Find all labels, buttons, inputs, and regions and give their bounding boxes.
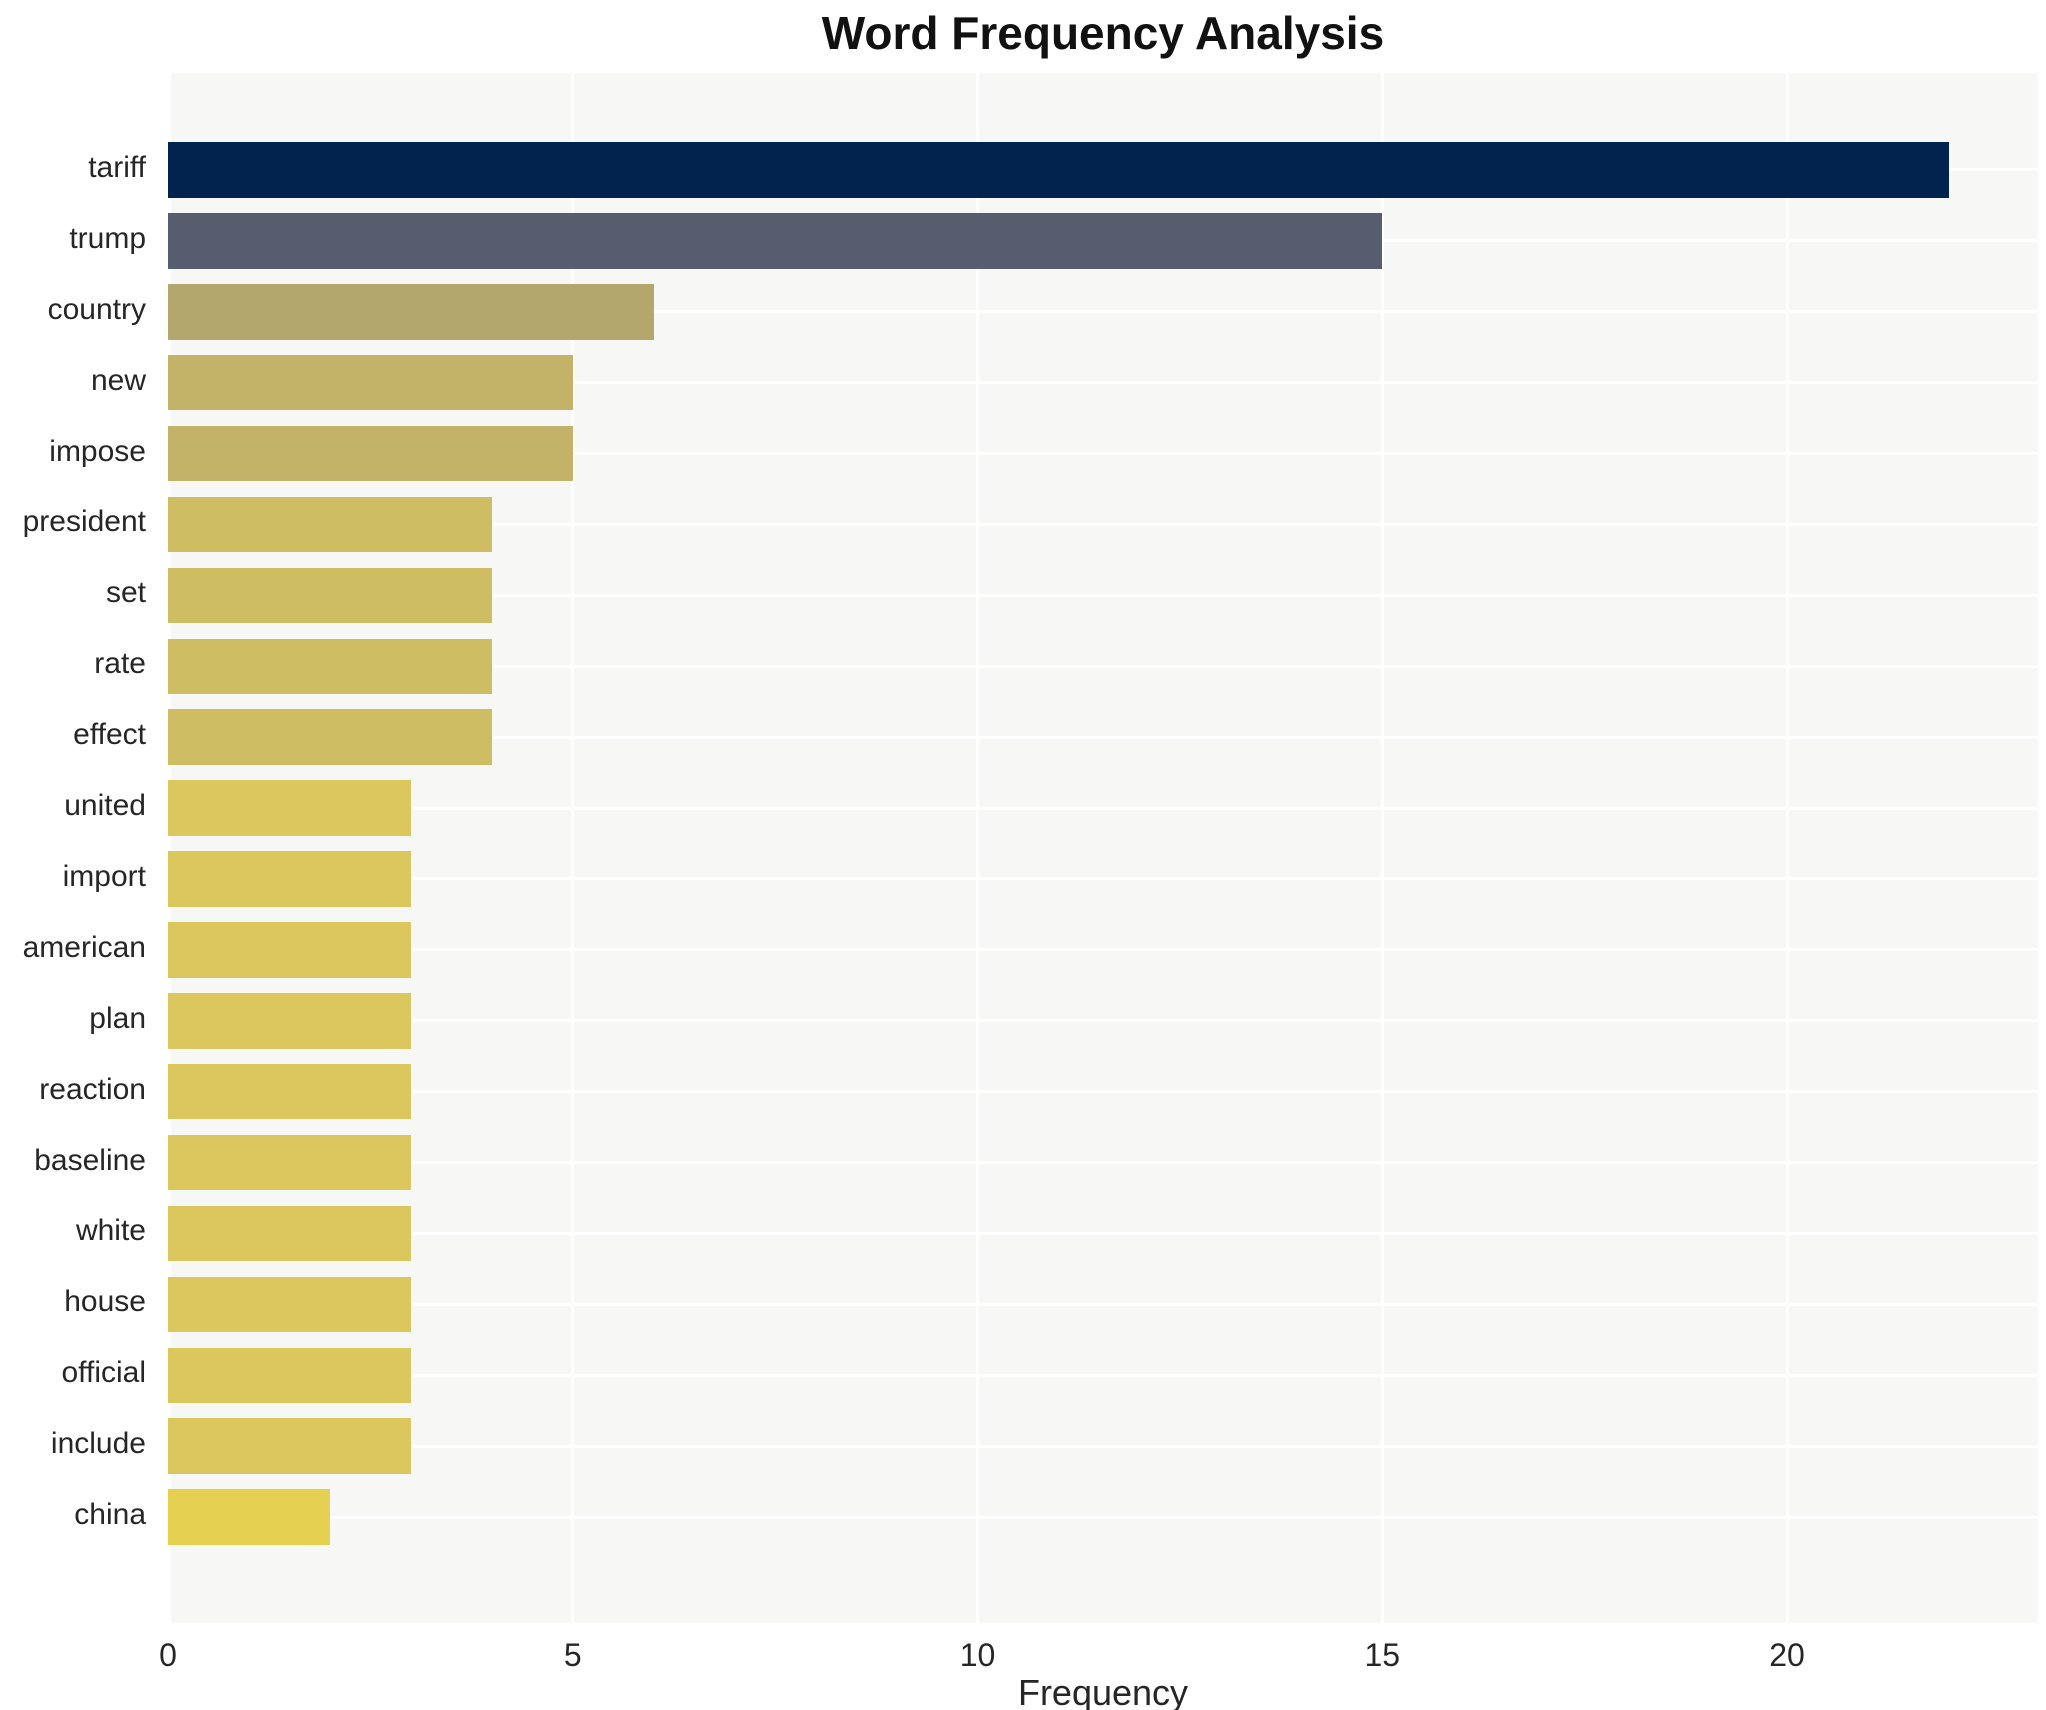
y-tick-label-rate: rate xyxy=(94,647,146,681)
y-tick-label-house: house xyxy=(64,1285,146,1319)
y-tick-label-american: american xyxy=(22,930,146,964)
x-tick-label-5: 5 xyxy=(563,1637,582,1673)
horizontal-gridline xyxy=(168,1090,2038,1094)
x-tick-label-10: 10 xyxy=(959,1637,996,1673)
y-tick-label-include: include xyxy=(50,1427,146,1461)
bar-set xyxy=(168,567,492,624)
y-tick-label-set: set xyxy=(105,576,146,610)
bar-white xyxy=(168,1205,411,1262)
y-tick-label-reaction: reaction xyxy=(39,1072,146,1106)
horizontal-gridline xyxy=(168,522,2038,526)
bar-reaction xyxy=(168,1063,411,1120)
bar-president xyxy=(168,496,492,553)
horizontal-gridline xyxy=(168,310,2038,314)
bar-tariff xyxy=(168,142,1949,198)
horizontal-gridline xyxy=(168,948,2038,952)
y-tick-label-impose: impose xyxy=(49,434,146,468)
y-tick-label-import: import xyxy=(62,859,146,893)
bar-baseline xyxy=(168,1134,411,1191)
bar-effect xyxy=(168,709,492,765)
y-tick-label-effect: effect xyxy=(73,718,146,752)
bar-official xyxy=(168,1347,411,1403)
y-tick-label-new: new xyxy=(90,363,146,397)
bar-rate xyxy=(168,638,492,694)
y-axis-labels: tariff trump country new impose president set r… xyxy=(0,73,157,1623)
horizontal-gridline xyxy=(168,593,2038,597)
horizontal-gridline xyxy=(168,1515,2038,1519)
y-tick-label-tariff: tariff xyxy=(88,150,146,184)
plot-area xyxy=(168,73,2038,1623)
horizontal-gridline xyxy=(168,877,2038,881)
vertical-gridline xyxy=(1380,73,1384,1623)
x-tick-label-15: 15 xyxy=(1364,1637,1401,1673)
x-tick-label-0: 0 xyxy=(159,1637,177,1673)
horizontal-gridline xyxy=(168,1373,2038,1377)
bar-new xyxy=(168,354,573,411)
y-tick-label-plan: plan xyxy=(89,1001,146,1035)
vertical-gridline xyxy=(976,73,980,1623)
x-tick-label-20: 20 xyxy=(1769,1637,1805,1673)
y-tick-label-united: united xyxy=(64,789,146,823)
y-tick-label-official: official xyxy=(61,1356,147,1390)
bar-include xyxy=(168,1418,411,1474)
horizontal-gridline xyxy=(168,806,2038,810)
horizontal-gridline xyxy=(168,452,2038,456)
y-tick-label-trump: trump xyxy=(69,221,146,255)
y-tick-label-china: china xyxy=(74,1498,146,1532)
vertical-gridline xyxy=(1785,73,1789,1623)
vertical-gridline xyxy=(571,73,575,1623)
bar-united xyxy=(168,780,411,836)
horizontal-gridline xyxy=(168,664,2038,668)
horizontal-gridline xyxy=(168,1231,2038,1235)
horizontal-gridline xyxy=(168,1444,2038,1448)
x-axis-label: Frequency xyxy=(1017,1672,1189,1710)
horizontal-gridline xyxy=(168,1302,2038,1306)
bar-impose xyxy=(168,425,573,482)
vertical-gridline xyxy=(168,73,171,1623)
bar-american xyxy=(168,922,411,978)
horizontal-gridline xyxy=(168,735,2038,739)
horizontal-gridline xyxy=(168,1019,2038,1023)
y-tick-label-baseline: baseline xyxy=(34,1143,146,1177)
bar-country xyxy=(168,284,654,340)
bar-trump xyxy=(168,213,1383,269)
horizontal-gridline xyxy=(168,381,2038,385)
horizontal-gridline xyxy=(168,1161,2038,1165)
y-tick-label-white: white xyxy=(75,1214,146,1248)
chart-title: Word Frequency Analysis xyxy=(821,7,1385,59)
y-tick-label-country: country xyxy=(47,292,146,326)
y-tick-label-president: president xyxy=(22,505,146,539)
bar-china xyxy=(168,1489,330,1545)
bar-import xyxy=(168,851,411,907)
bar-house xyxy=(168,1276,411,1333)
bar-plan xyxy=(168,993,411,1049)
x-axis-ticks: 0 5 10 15 20 xyxy=(159,1637,2038,1677)
